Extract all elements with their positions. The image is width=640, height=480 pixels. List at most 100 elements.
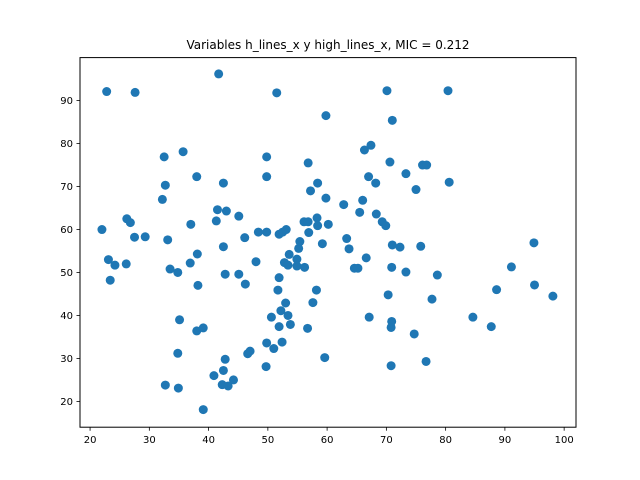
data-point [253,227,263,237]
data-point [175,315,185,325]
data-point [530,280,540,290]
data-point [160,180,170,190]
data-point [186,219,196,229]
data-point [163,235,173,245]
data-point [386,361,396,371]
data-point [416,241,426,251]
data-point [269,344,279,354]
data-point [221,206,231,216]
data-point [140,232,150,242]
data-point [212,205,222,215]
y-tick-label: 90 [60,96,73,107]
data-point [313,178,323,188]
data-point [303,217,313,227]
data-point [387,240,397,250]
data-point [121,259,131,269]
data-point [218,178,228,188]
data-point [198,323,208,333]
data-point [323,219,333,229]
data-point [421,356,431,366]
data-point [366,140,376,150]
data-point [214,69,224,79]
data-point [385,157,395,167]
data-point [486,322,496,332]
data-point [261,362,271,372]
data-point [234,269,244,279]
data-point [411,185,421,195]
data-point [262,152,272,162]
data-point [492,285,502,295]
y-tick-label: 50 [60,268,73,279]
data-point [110,260,120,270]
data-point [276,306,286,316]
data-point [240,233,250,243]
data-point [277,337,287,347]
data-point [294,243,304,253]
data-point [342,234,352,244]
data-point [209,371,219,381]
data-point [401,169,411,179]
data-point [386,322,396,332]
data-point [105,275,115,285]
data-point [303,323,313,333]
x-tick-label: 20 [84,435,97,446]
data-point [353,263,363,273]
data-point [371,178,381,188]
data-point [292,254,302,264]
data-point [321,111,331,121]
data-point [272,88,282,98]
data-point [317,239,327,249]
data-point [395,242,405,252]
data-point [223,381,233,391]
data-point [311,285,321,295]
x-tick-label: 40 [202,435,215,446]
data-point [193,280,203,290]
data-point [157,194,167,204]
data-point [274,273,284,283]
data-point [355,207,365,217]
y-tick-label: 60 [60,225,73,236]
data-point [432,270,442,280]
data-point [125,218,135,228]
data-point [262,172,272,182]
data-point [304,228,314,238]
y-axis: 20 30 40 50 60 70 80 90 [60,96,80,408]
data-point [103,255,113,265]
data-point [364,312,374,322]
data-point [218,242,228,252]
data-point [529,238,539,248]
data-point [240,279,250,289]
data-point [185,258,195,268]
data-point [382,86,392,96]
data-point [97,225,107,235]
data-point [359,145,369,155]
x-tick-label: 50 [261,435,274,446]
data-point [262,227,272,237]
data-point [218,365,228,375]
data-point [383,290,393,300]
data-point [548,291,558,301]
x-axis: 20 30 40 50 60 70 80 90 100 [84,427,574,446]
data-point [173,383,183,393]
y-tick-label: 30 [60,354,73,365]
data-point [192,172,202,182]
data-point [262,338,272,348]
data-point [285,319,295,329]
data-point [409,329,419,339]
data-point [358,195,368,205]
data-point [159,152,169,162]
data-point [344,244,354,254]
y-tick-label: 20 [60,397,73,408]
data-point [443,86,453,96]
data-point [130,87,140,97]
chart-title: Variables h_lines_x y high_lines_x, MIC … [186,38,469,52]
data-point [339,200,349,210]
data-point [387,262,397,272]
data-point [211,216,221,226]
data-point [444,177,454,187]
x-tick-label: 100 [555,435,574,446]
data-point [220,269,230,279]
data-point [292,261,302,271]
data-point [251,257,261,267]
